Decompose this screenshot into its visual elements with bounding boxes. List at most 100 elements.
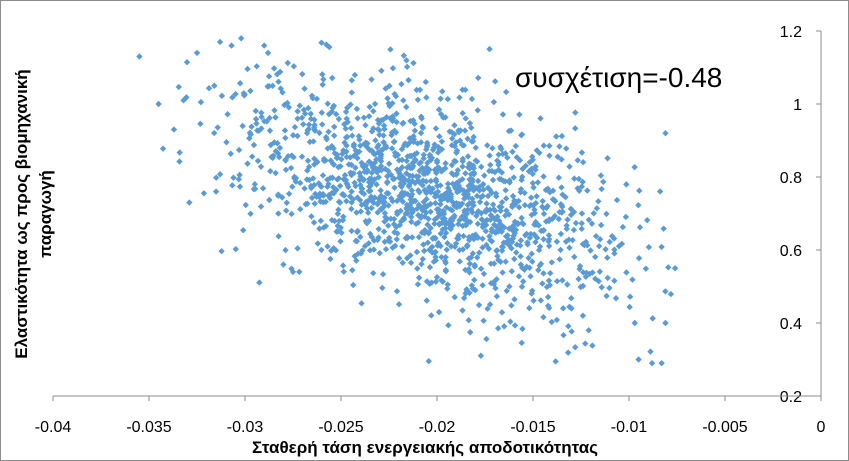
data-point: [417, 113, 425, 120]
data-point: [645, 243, 653, 251]
data-point: [236, 80, 244, 87]
data-point: [521, 189, 528, 197]
data-point: [342, 176, 350, 184]
data-point: [548, 259, 555, 266]
data-point: [571, 344, 579, 351]
data-point: [461, 195, 468, 202]
data-point: [380, 139, 387, 146]
data-point: [396, 255, 403, 262]
data-point: [643, 217, 651, 224]
data-point: [211, 82, 218, 89]
data-point: [584, 187, 591, 194]
data-point: [354, 227, 361, 235]
data-point: [520, 220, 527, 228]
y-axis: 0.2 0.4 0.6 0.8 1 1.2: [780, 24, 822, 406]
data-point: [612, 295, 620, 302]
data-point: [420, 170, 427, 177]
data-point: [479, 221, 487, 228]
data-point: [400, 52, 408, 59]
data-point: [364, 198, 371, 205]
data-point: [405, 76, 412, 84]
data-point: [318, 109, 325, 116]
data-point: [480, 186, 487, 193]
data-point: [525, 254, 532, 262]
data-point: [482, 227, 490, 235]
data-point: [324, 145, 331, 152]
data-point: [294, 245, 301, 252]
data-point: [595, 277, 602, 285]
data-point: [508, 268, 515, 275]
data-point: [529, 153, 536, 160]
data-point: [431, 216, 439, 223]
data-point: [545, 277, 553, 284]
data-point: [370, 107, 377, 115]
data-point: [335, 115, 343, 123]
data-point: [384, 222, 392, 229]
data-point: [671, 265, 679, 272]
data-point: [284, 59, 291, 67]
data-point: [567, 205, 575, 213]
data-point: [440, 209, 447, 216]
data-point: [365, 113, 373, 120]
data-point: [254, 157, 262, 165]
data-point: [523, 230, 530, 238]
data-point: [356, 148, 363, 155]
data-point: [479, 181, 487, 189]
data-point: [427, 224, 434, 232]
data-point: [335, 198, 343, 206]
data-point: [408, 152, 415, 160]
data-point: [420, 151, 427, 158]
data-point: [546, 152, 553, 159]
data-point: [549, 215, 556, 223]
data-point: [389, 100, 396, 107]
data-point: [442, 221, 449, 228]
data-point: [585, 216, 593, 223]
data-point: [330, 161, 338, 168]
data-point: [578, 210, 586, 217]
data-point: [470, 169, 478, 176]
data-point: [235, 146, 243, 154]
data-point: [354, 115, 361, 122]
data-point: [606, 238, 613, 246]
data-point: [406, 172, 414, 180]
data-point: [348, 132, 356, 139]
data-point: [558, 184, 565, 191]
data-point: [371, 100, 379, 108]
data-point: [569, 236, 576, 244]
data-point: [470, 133, 477, 141]
data-point: [415, 274, 423, 281]
data-point: [230, 174, 237, 181]
data-point: [419, 164, 426, 172]
data-point: [410, 136, 418, 143]
data-point: [518, 176, 525, 184]
data-point: [459, 307, 466, 314]
data-point: [322, 222, 330, 230]
data-point: [571, 175, 578, 182]
data-point: [366, 159, 374, 166]
data-point: [385, 190, 392, 197]
data-point: [338, 229, 345, 237]
data-point: [470, 202, 477, 209]
data-point: [342, 134, 350, 141]
data-point: [662, 288, 669, 295]
data-point: [631, 163, 638, 171]
data-point: [503, 207, 510, 214]
data-point: [467, 124, 475, 132]
data-point: [423, 297, 430, 304]
x-tick-label: 0: [817, 419, 826, 436]
data-point: [395, 301, 403, 308]
data-point: [486, 45, 493, 53]
data-point: [419, 123, 426, 130]
data-point: [348, 205, 355, 213]
data-point: [332, 110, 340, 118]
data-point: [500, 177, 507, 185]
data-point: [423, 164, 430, 171]
data-point: [333, 228, 340, 235]
data-point: [518, 339, 525, 347]
data-point: [441, 215, 448, 222]
data-point: [552, 358, 559, 365]
data-point: [413, 86, 420, 94]
data-point: [509, 235, 517, 242]
data-point: [540, 270, 547, 277]
data-point: [481, 218, 489, 225]
